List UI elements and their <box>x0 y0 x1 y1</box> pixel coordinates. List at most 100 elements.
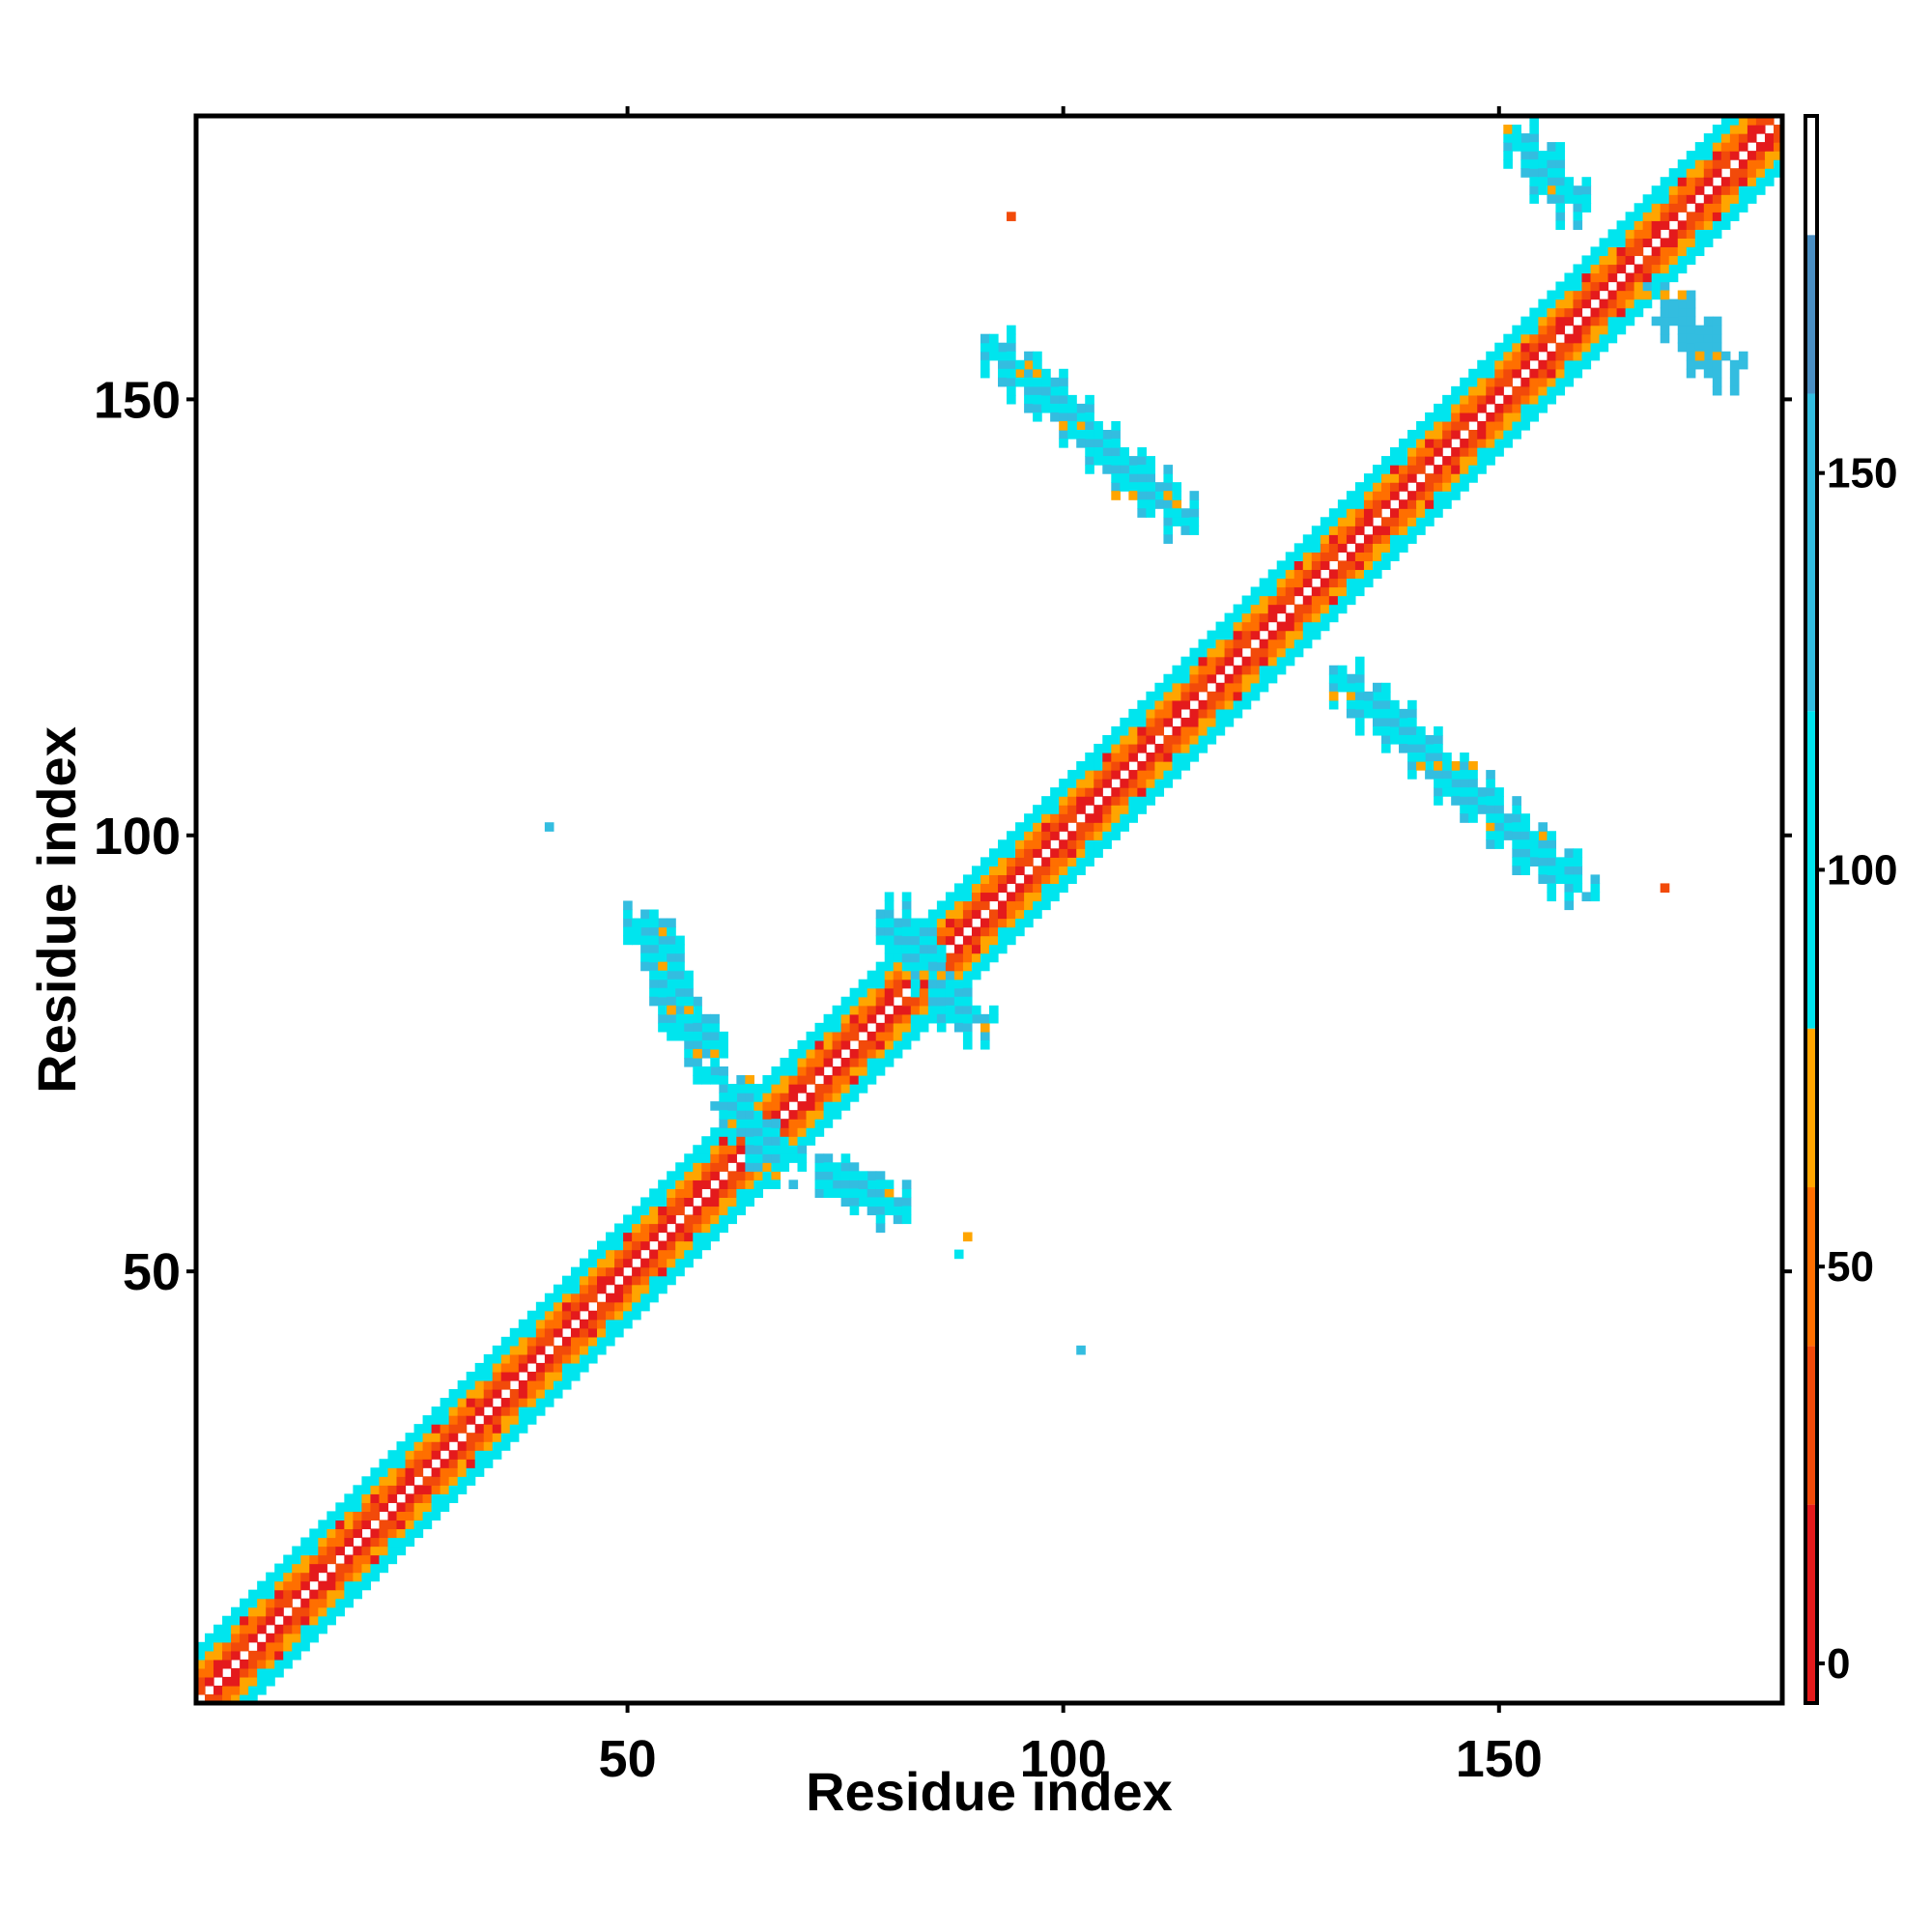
heatmap-cell <box>1720 151 1731 160</box>
heatmap-cell <box>500 1336 511 1347</box>
heatmap-cell <box>292 1546 301 1556</box>
heatmap-cell <box>1512 403 1521 413</box>
heatmap-cell <box>1163 708 1174 719</box>
heatmap-cell <box>1434 439 1443 448</box>
heatmap-cell <box>500 1424 511 1434</box>
heatmap-cell <box>379 1485 389 1494</box>
heatmap-cell <box>1007 325 1016 335</box>
heatmap-cell <box>806 1075 816 1085</box>
heatmap-cell <box>1163 534 1174 544</box>
heatmap-cell <box>1137 708 1147 719</box>
heatmap-cell <box>1233 630 1243 640</box>
heatmap-cell <box>1729 168 1740 178</box>
heatmap-cell <box>1399 447 1408 457</box>
heatmap-cell <box>1380 552 1391 561</box>
heatmap-cell <box>597 1249 607 1260</box>
heatmap-cell <box>413 1511 424 1521</box>
heatmap-cell <box>632 1232 641 1242</box>
heatmap-cell <box>1529 857 1539 867</box>
heatmap-cell <box>440 1398 450 1407</box>
heatmap-cell <box>1050 377 1060 387</box>
heatmap-cell <box>387 1520 398 1530</box>
heatmap-cell <box>1564 351 1575 361</box>
heatmap-cell <box>953 996 964 1007</box>
heatmap-cell <box>1154 779 1165 788</box>
heatmap-cell <box>553 1362 563 1373</box>
heatmap-cell <box>1555 168 1566 178</box>
heatmap-cell <box>300 1641 310 1652</box>
heatmap-cell <box>1512 839 1521 849</box>
heatmap-cell <box>1250 621 1261 632</box>
heatmap-cell <box>292 1633 301 1643</box>
heatmap-cell <box>1137 779 1147 788</box>
heatmap-cell <box>1102 465 1112 474</box>
heatmap-cell <box>1128 770 1138 780</box>
heatmap-cell <box>1120 734 1129 745</box>
heatmap-cell <box>710 1127 720 1137</box>
heatmap-cell <box>832 1084 842 1094</box>
heatmap-cell <box>1033 831 1042 840</box>
heatmap-cell <box>823 1171 834 1180</box>
heatmap-cell <box>1094 743 1103 753</box>
heatmap-cell <box>858 1013 868 1024</box>
heatmap-cell <box>266 1615 275 1626</box>
heatmap-cell <box>231 1685 241 1695</box>
heatmap-cell <box>1241 656 1252 667</box>
heatmap-cell <box>1120 761 1129 771</box>
heatmap-cell <box>1773 125 1783 134</box>
heatmap-cell <box>518 1353 528 1364</box>
heatmap-cell <box>675 952 685 963</box>
heatmap-cell <box>1573 351 1583 361</box>
heatmap-cell <box>1581 325 1592 335</box>
heatmap-cell <box>1059 420 1068 431</box>
heatmap-cell <box>649 970 659 980</box>
heatmap-cell <box>526 1389 537 1399</box>
heatmap-cell <box>240 1659 249 1669</box>
heatmap-cell <box>440 1415 450 1425</box>
heatmap-cell <box>1328 552 1339 561</box>
heatmap-cell <box>658 1206 668 1216</box>
heatmap-cell <box>1555 290 1566 300</box>
heatmap-cell <box>266 1676 275 1687</box>
heatmap-cell <box>623 1223 633 1234</box>
heatmap-cell <box>231 1667 241 1678</box>
heatmap-cell <box>1407 770 1417 780</box>
heatmap-cell <box>1660 298 1670 309</box>
heatmap-cell <box>719 1127 728 1137</box>
heatmap-cell <box>1059 848 1068 858</box>
heatmap-cell <box>1755 159 1766 169</box>
heatmap-cell <box>1372 691 1382 701</box>
heatmap-cell <box>1564 333 1575 344</box>
heatmap-cell <box>1067 874 1077 885</box>
heatmap-cell <box>1729 151 1740 160</box>
heatmap-cell <box>840 1084 851 1094</box>
heatmap-cell <box>1259 595 1269 606</box>
heatmap-cell <box>440 1493 450 1503</box>
heatmap-cell <box>1581 892 1592 902</box>
heatmap-cell <box>1425 429 1435 440</box>
heatmap-cell <box>762 1145 773 1154</box>
heatmap-cell <box>658 1266 668 1277</box>
heatmap-cell <box>309 1537 319 1548</box>
heatmap-cell <box>474 1389 485 1399</box>
heatmap-cell <box>1154 787 1165 797</box>
heatmap-cell <box>1512 133 1521 143</box>
heatmap-cell <box>240 1615 249 1626</box>
heatmap-cell <box>945 926 955 937</box>
heatmap-cell <box>1293 630 1304 640</box>
heatmap-cell <box>893 952 903 963</box>
heatmap-cell <box>640 1232 650 1242</box>
heatmap-cell <box>335 1502 345 1512</box>
heatmap-cell <box>1538 333 1548 344</box>
heatmap-cell <box>1747 194 1757 204</box>
heatmap-cell <box>675 1179 685 1189</box>
heatmap-cell <box>597 1240 607 1251</box>
heatmap-cell <box>509 1345 520 1355</box>
heatmap-cell <box>797 1084 808 1094</box>
heatmap-cell <box>1024 813 1034 823</box>
heatmap-cell <box>998 342 1008 353</box>
heatmap-cell <box>1512 420 1521 431</box>
heatmap-cell <box>1128 813 1138 823</box>
heatmap-cell <box>474 1467 485 1477</box>
heatmap-cell <box>919 952 929 963</box>
